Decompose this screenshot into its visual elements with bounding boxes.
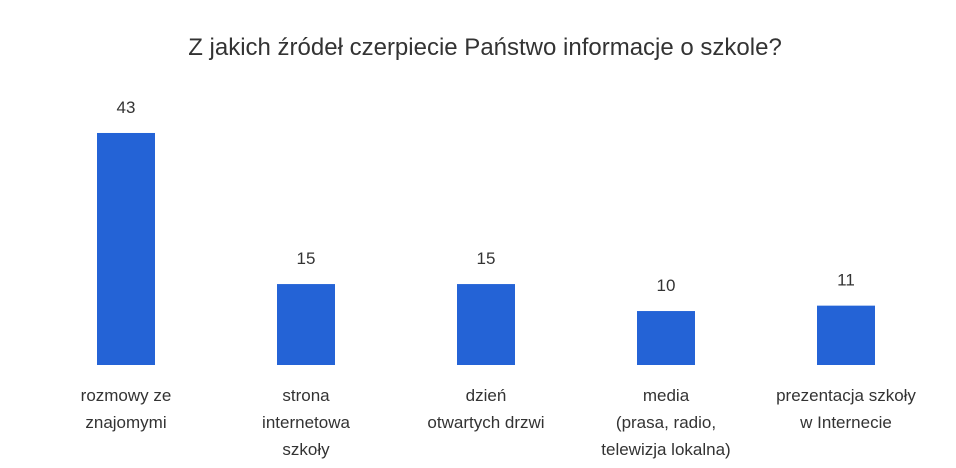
label-line: w Internecie [799, 413, 892, 432]
label-line: znajomymi [85, 413, 166, 432]
label-line: szkoły [282, 440, 330, 459]
bar [277, 284, 335, 365]
label-line: media [643, 386, 690, 405]
x-tick-label: strona internetowa szkoły [262, 386, 350, 459]
label-line: rozmowy ze [81, 386, 172, 405]
value-label: 10 [657, 276, 676, 295]
label-line: prezentacja szkoły [776, 386, 916, 405]
value-label: 15 [297, 249, 316, 268]
label-line: internetowa [262, 413, 350, 432]
value-label: 15 [477, 249, 496, 268]
x-tick-label: prezentacja szkoły w Internecie [776, 386, 916, 432]
label-line: dzień [466, 386, 507, 405]
bar [457, 284, 515, 365]
chart-title: Z jakich źródeł czerpiecie Państwo infor… [188, 34, 782, 61]
x-tick-label: dzień otwartych drzwi [427, 386, 544, 432]
label-line: otwartych drzwi [427, 413, 544, 432]
x-tick-label: media (prasa, radio, telewizja lokalna) [601, 386, 730, 459]
bar [97, 132, 155, 365]
label-line: strona [282, 386, 330, 405]
value-label: 43 [117, 98, 136, 117]
bar [817, 305, 875, 365]
label-line: telewizja lokalna) [601, 440, 730, 459]
bar [637, 311, 695, 365]
x-tick-label: rozmowy ze znajomymi [81, 386, 172, 432]
value-label: 11 [837, 271, 855, 290]
label-line: (prasa, radio, [616, 413, 716, 432]
